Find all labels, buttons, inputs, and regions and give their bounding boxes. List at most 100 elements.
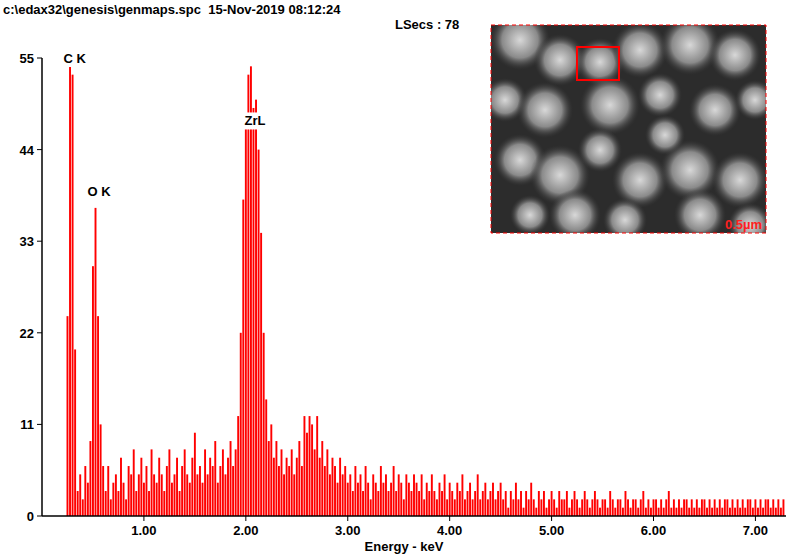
sem-blob [612, 25, 668, 78]
bar [393, 466, 395, 516]
bar [319, 458, 321, 516]
bar [72, 75, 74, 516]
bar [92, 266, 94, 516]
bar [770, 508, 772, 516]
chart: c:\edax32\genesis\genmaps.spc 15-Nov-201… [0, 0, 790, 558]
bar [721, 508, 723, 516]
bar [535, 508, 537, 516]
bar [472, 499, 474, 516]
bar [143, 483, 145, 516]
bar [89, 441, 91, 516]
bar [235, 449, 237, 516]
bar [767, 499, 769, 516]
bar [607, 508, 609, 516]
bar [362, 491, 364, 516]
bar [344, 466, 346, 516]
bar [444, 474, 446, 516]
x-tick-label: 7.00 [743, 523, 768, 538]
bar [382, 483, 384, 516]
bar [670, 508, 672, 516]
bar [510, 491, 512, 516]
bar [660, 499, 662, 516]
bar [199, 466, 201, 516]
bar [454, 499, 456, 516]
bar [120, 458, 122, 516]
bar [584, 491, 586, 516]
bar [74, 349, 76, 516]
bar [309, 416, 311, 516]
bar [372, 474, 374, 516]
bar [237, 416, 239, 516]
bar [281, 449, 283, 516]
bar [390, 483, 392, 516]
bar [704, 499, 706, 516]
bar [380, 466, 382, 516]
bar [291, 449, 293, 516]
bar [334, 466, 336, 516]
x-axis-title: Energy - keV [365, 539, 444, 554]
bar [696, 499, 698, 516]
bar [347, 483, 349, 516]
bar [156, 483, 158, 516]
bar [168, 449, 170, 516]
x-tick [143, 516, 144, 521]
bar [701, 499, 703, 516]
bar [579, 508, 581, 516]
bar [260, 233, 262, 516]
bar [635, 499, 637, 516]
bar [571, 499, 573, 516]
bar [439, 483, 441, 516]
x-tick-label: 5.00 [539, 523, 564, 538]
bar [617, 499, 619, 516]
bar [729, 508, 731, 516]
bar [765, 499, 767, 516]
bar [647, 499, 649, 516]
bar [286, 458, 288, 516]
bar [449, 483, 451, 516]
bar [367, 483, 369, 516]
sem-blob [549, 189, 601, 233]
sem-blob [603, 198, 647, 233]
bar [388, 491, 390, 516]
bar [747, 499, 749, 516]
bar [301, 466, 303, 516]
bar [459, 491, 461, 516]
bar [189, 483, 191, 516]
bar [352, 491, 354, 516]
bar [158, 458, 160, 516]
bar [303, 416, 305, 516]
bar [461, 474, 463, 516]
bar [688, 508, 690, 516]
y-tick [37, 332, 42, 333]
bar [706, 508, 708, 516]
bar [217, 483, 219, 516]
bar [253, 108, 255, 516]
bar [665, 499, 667, 516]
title: c:\edax32\genesis\genmaps.spc 15-Nov-201… [3, 2, 341, 17]
sem-blob [580, 75, 640, 135]
bar [258, 150, 260, 516]
bar [337, 483, 339, 516]
sem-blob [689, 84, 741, 136]
bar [224, 474, 226, 516]
bar [140, 458, 142, 516]
bar [314, 449, 316, 516]
bar [247, 75, 249, 516]
bar [581, 499, 583, 516]
bar [268, 441, 270, 516]
inset: 0.5µm [483, 10, 775, 247]
bar [681, 508, 683, 516]
y-axis [41, 58, 43, 516]
bar [650, 508, 652, 516]
x-tick-label: 1.00 [131, 523, 156, 538]
bar [110, 499, 112, 516]
bar [265, 399, 267, 516]
bar [709, 499, 711, 516]
bar [212, 466, 214, 516]
bar [174, 474, 176, 516]
bar [240, 333, 242, 516]
bar [316, 416, 318, 516]
bar [719, 499, 721, 516]
bar [630, 508, 632, 516]
subtitle: LSecs : 78 [395, 17, 459, 32]
